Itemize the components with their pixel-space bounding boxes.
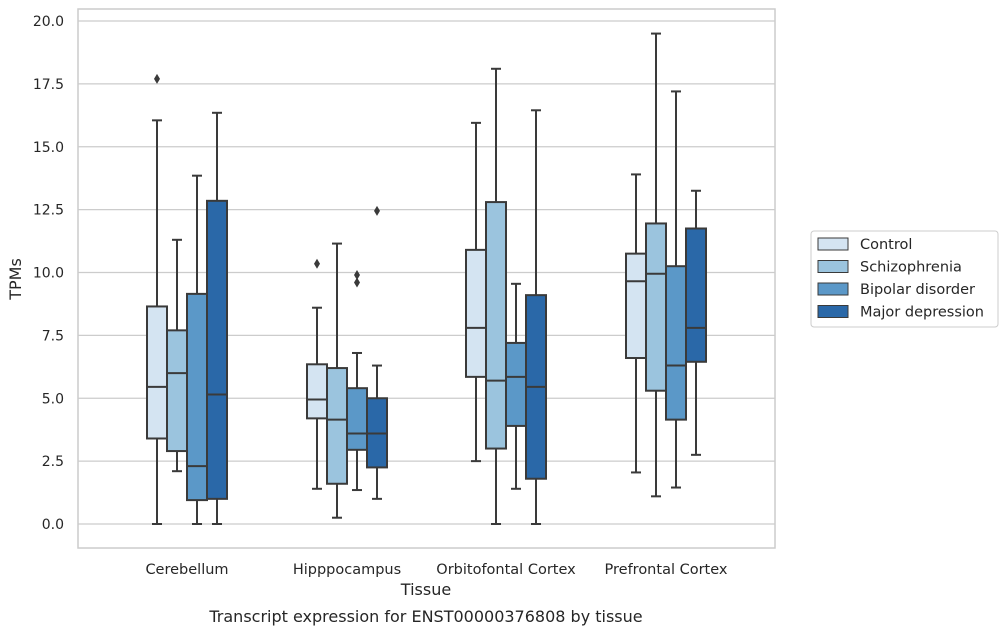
x-axis-label: Tissue [400,580,451,599]
legend-label: Major depression [860,305,984,321]
outlier-point [354,270,360,281]
x-tick-label: Prefrontal Cortex [605,562,728,578]
y-tick-label: 12.5 [33,203,64,219]
box-schizophrenia [485,67,507,525]
x-tick-label: Hipppocampus [293,562,401,578]
outlier-point [154,73,160,84]
box-body [465,248,487,378]
y-tick-label: 0.0 [42,517,64,533]
box-body [306,363,328,420]
box-body [326,367,348,485]
legend-swatch [817,305,849,318]
y-tick-label: 2.5 [42,454,64,470]
y-tick-label: 7.5 [42,328,64,344]
box-major-depression [525,109,547,525]
y-tick-label: 17.5 [33,77,64,93]
box-schizophrenia [326,242,348,519]
outlier-point [374,205,380,216]
boxes [146,32,707,525]
legend-swatch [817,237,849,251]
legend-swatch [817,260,849,273]
chart-title: Transcript expression for ENST0000037680… [208,607,642,626]
box-body [346,387,368,451]
y-tick-label: 5.0 [42,391,64,407]
box-body [485,201,507,450]
box-body [685,227,707,363]
box-body [625,252,647,360]
box-body [186,292,208,502]
legend-label: Control [860,237,912,253]
box-control [306,258,328,490]
box-body [665,265,687,421]
outlier-point [314,258,320,269]
x-tick-labels: Cerebellum Hipppocampus Orbitofontal Corte… [145,562,727,578]
legend-frame [810,230,999,328]
legend-label: Schizophrenia [860,260,962,276]
box-body [146,305,168,440]
outlier-point [354,277,360,288]
box-major-depression [366,205,388,500]
legend-label: Bipolar disorder [860,282,975,298]
y-tick-labels: 0.0 2.5 5.0 7.5 10.0 12.5 15.0 17.5 20.0 [33,14,64,533]
box-major-depression [206,111,228,525]
box-body [505,341,527,427]
box-body [206,199,228,500]
x-tick-label: Cerebellum [145,562,228,578]
x-tick-label: Orbitofontal Cortex [436,562,576,578]
legend-swatch [817,282,849,296]
box-bipolar-disorder [665,90,687,489]
box-schizophrenia [166,238,188,473]
box-control [146,73,168,525]
box-body [645,222,667,392]
y-tick-label: 10.0 [33,266,64,282]
legend: Control Schizophrenia Bipolar disorder Majo… [810,230,999,328]
y-axis-label: TPMs [6,258,25,301]
box-body [166,329,188,453]
y-tick-label: 20.0 [33,14,64,30]
box-schizophrenia [645,32,667,498]
box-major-depression [685,189,707,456]
box-bipolar-disorder [186,174,208,525]
y-tick-label: 15.0 [33,140,64,156]
